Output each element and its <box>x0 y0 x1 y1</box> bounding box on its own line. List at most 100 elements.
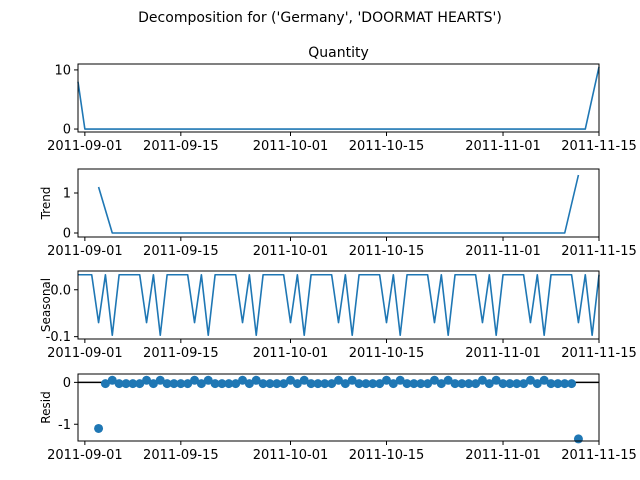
resid-point <box>224 379 234 389</box>
resid-point <box>340 379 350 389</box>
x-tick-label: 2011-10-15 <box>349 448 425 463</box>
resid-point <box>100 379 110 389</box>
x-tick-label: 2011-11-01 <box>465 448 541 463</box>
x-tick-label: 2011-11-01 <box>465 346 541 361</box>
axes-frame <box>77 373 600 442</box>
x-tick-label: 2011-09-01 <box>47 448 123 463</box>
x-tick-label: 2011-09-01 <box>47 346 123 361</box>
resid-point <box>258 379 268 389</box>
resid-point <box>402 379 412 389</box>
resid-point <box>573 434 583 444</box>
resid-point <box>423 379 433 389</box>
resid-point <box>334 375 343 385</box>
resid-point <box>299 375 309 385</box>
y-axis-label: Resid <box>39 391 53 423</box>
resid-point <box>409 379 419 389</box>
x-tick-label: 2011-11-01 <box>465 244 541 259</box>
x-tick-label: 2011-09-15 <box>143 448 219 463</box>
resid-point <box>471 379 481 389</box>
resid-point <box>546 379 556 389</box>
resid-point <box>279 379 289 389</box>
resid-point <box>525 375 535 385</box>
resid-point <box>498 379 508 389</box>
resid-point <box>519 379 529 389</box>
resid-point <box>347 375 357 385</box>
panel-title: Quantity <box>308 45 369 61</box>
resid-point <box>450 379 460 389</box>
resid-point <box>162 379 172 389</box>
x-tick-label: 2011-10-01 <box>253 346 329 361</box>
resid-point <box>169 379 179 389</box>
resid-point <box>354 379 364 389</box>
resid-point <box>381 375 391 385</box>
resid-point <box>114 379 124 389</box>
y-axis-label: Trend <box>39 187 53 221</box>
resid-point <box>217 379 227 389</box>
resid-point <box>238 375 248 385</box>
resid-point <box>327 379 337 389</box>
y-tick-label: 1 <box>63 187 71 202</box>
resid-point <box>395 375 405 385</box>
x-tick-label: 2011-09-15 <box>143 244 219 259</box>
x-tick-label: 2011-11-15 <box>561 448 637 463</box>
resid-point <box>491 375 501 385</box>
resid-point <box>244 379 254 389</box>
y-tick-label: 0.0 <box>50 283 71 298</box>
resid-point <box>464 379 474 389</box>
x-tick-label: 2011-11-15 <box>561 244 637 259</box>
resid-point <box>320 379 330 389</box>
resid-point <box>306 379 316 389</box>
resid-point <box>251 375 261 385</box>
panel-resid: Resid 0 -1 2011-09-01 2011-09-15 2011-10-01 20… <box>39 373 637 463</box>
resid-point <box>231 379 241 389</box>
resid-point <box>135 379 145 389</box>
x-tick-label: 2011-09-15 <box>143 139 219 154</box>
x-tick-label: 2011-09-01 <box>47 244 123 259</box>
axes-frame <box>77 168 600 238</box>
x-tick-label: 2011-10-15 <box>349 244 425 259</box>
series-line <box>77 66 600 130</box>
resid-point <box>272 379 282 389</box>
axes-frame <box>77 270 600 340</box>
x-tick-label: 2011-11-01 <box>465 139 541 154</box>
resid-point <box>190 375 200 385</box>
x-tick-label: 2011-10-15 <box>349 139 425 154</box>
resid-point <box>539 375 549 385</box>
resid-point <box>512 379 522 389</box>
y-tick-label: 10 <box>54 63 71 78</box>
series-line <box>97 174 580 234</box>
y-tick-label: -0.1 <box>46 330 71 345</box>
resid-point <box>553 379 563 389</box>
resid-point <box>107 375 117 385</box>
resid-point <box>176 379 186 389</box>
resid-point <box>148 379 158 389</box>
axes-frame <box>77 63 600 133</box>
resid-point <box>505 379 515 389</box>
y-tick-label: -1 <box>58 418 71 433</box>
resid-point <box>567 379 577 389</box>
resid-point <box>361 379 371 389</box>
resid-point <box>121 379 131 389</box>
x-tick-label: 2011-10-01 <box>253 139 329 154</box>
resid-point <box>183 379 193 389</box>
resid-point <box>286 375 296 385</box>
x-tick-label: 2011-10-01 <box>253 448 329 463</box>
resid-point <box>313 379 323 389</box>
figure-suptitle: Decomposition for ('Germany', 'DOORMAT H… <box>138 10 502 26</box>
x-tick-label: 2011-10-15 <box>349 346 425 361</box>
resid-point <box>416 379 426 389</box>
x-tick-label: 2011-11-15 <box>561 346 637 361</box>
resid-point <box>196 379 206 389</box>
x-tick-label: 2011-09-01 <box>47 139 123 154</box>
resid-point <box>210 379 220 389</box>
x-tick-label: 2011-11-15 <box>561 139 637 154</box>
resid-point <box>203 375 213 385</box>
resid-point <box>128 379 138 389</box>
resid-point <box>368 379 378 389</box>
resid-point <box>457 379 467 389</box>
resid-point <box>375 379 385 389</box>
resid-point <box>94 423 104 433</box>
